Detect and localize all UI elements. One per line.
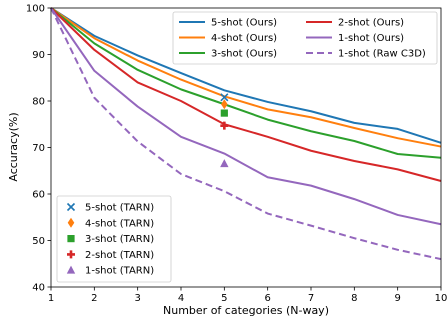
series-line-3-shot-ours	[50, 7, 442, 159]
legend-tarn: 5-shot (TARN) 4-shot (TARN) 3-shot (TARN) 2…	[56, 195, 172, 283]
legend-label-2-shot-ours: 2-shot (Ours)	[338, 18, 404, 29]
x-tick-label: 6	[264, 293, 270, 304]
x-tick-label: 9	[394, 293, 400, 304]
marker-5-shot-tarn-shape	[220, 93, 229, 102]
legend-marker-1-shot-tarn	[66, 265, 76, 274]
legend-marker-2-shot-tarn-shape	[67, 250, 75, 259]
marker-4-shot-tarn	[221, 99, 228, 110]
legend-label-4-shot-ours: 4-shot (Ours)	[211, 33, 277, 44]
legend-label-1-shot-tarn: 1-shot (TARN)	[85, 266, 154, 277]
legend-ours: 5-shot (Ours) 2-shot (Ours) 4-shot (Ours) 1…	[172, 11, 438, 65]
x-tick-label: 4	[178, 293, 184, 304]
x-tick-label: 10	[435, 293, 448, 304]
x-tick-label: 2	[91, 293, 97, 304]
legend-marker-3-shot-tarn-shape	[67, 235, 75, 243]
legend-marker-2-shot-tarn	[67, 250, 75, 259]
legend-marker-3-shot-tarn	[67, 235, 75, 243]
marker-2-shot-tarn-shape	[220, 121, 229, 130]
y-tick-label: 50	[32, 236, 45, 247]
legend-marker-1-shot-tarn-shape	[66, 265, 76, 274]
legend-marker-4-shot-tarn-shape	[67, 217, 75, 228]
x-tick-label: 7	[308, 293, 314, 304]
x-tick-label: 3	[134, 293, 140, 304]
x-axis-title: Number of categories (N-way)	[163, 304, 329, 317]
marker-3-shot-tarn-shape	[220, 109, 228, 117]
y-tick-label: 90	[32, 50, 45, 61]
x-tick-label: 8	[351, 293, 357, 304]
x-tick-label: 5	[221, 293, 227, 304]
legend-label-1-shot-raw-c3d: 1-shot (Raw C3D)	[338, 49, 426, 60]
y-tick-label: 80	[32, 97, 45, 108]
marker-4-shot-tarn-shape	[221, 99, 228, 110]
marker-1-shot-tarn-shape	[220, 159, 229, 168]
y-axis-title: Accuracy(%)	[7, 112, 20, 181]
series-line-1-shot-raw-c3d	[50, 7, 442, 261]
legend-label-4-shot-tarn: 4-shot (TARN)	[85, 218, 154, 229]
legend-label-2-shot-tarn: 2-shot (TARN)	[85, 250, 154, 261]
series-line-2-shot-ours	[50, 7, 442, 182]
marker-3-shot-tarn	[220, 109, 228, 117]
x-tick-label: 1	[48, 293, 54, 304]
x-axis: 1 2 3 4 5 6 7 8 9 10	[48, 287, 448, 304]
series-line-5-shot-ours	[50, 7, 442, 144]
y-tick-label: 40	[32, 283, 45, 294]
y-axis: 40 50 60 70 80 90 100	[26, 4, 51, 294]
y-tick-label: 100	[26, 4, 45, 15]
marker-1-shot-tarn	[220, 159, 229, 168]
marker-layer	[220, 93, 229, 168]
series-line-4-shot-ours	[50, 7, 442, 148]
marker-5-shot-tarn	[220, 93, 229, 102]
legend-marker-4-shot-tarn	[67, 217, 75, 228]
y-tick-label: 70	[32, 143, 45, 154]
legend-label-3-shot-tarn: 3-shot (TARN)	[85, 234, 154, 245]
legend-label-1-shot-ours: 1-shot (Ours)	[338, 33, 404, 44]
series-layer	[50, 7, 442, 261]
legend-label-3-shot-ours: 3-shot (Ours)	[211, 49, 277, 60]
series-line-1-shot-ours	[50, 7, 442, 226]
y-tick-label: 60	[32, 190, 45, 201]
legend-label-5-shot-ours: 5-shot (Ours)	[211, 18, 277, 29]
legend-label-5-shot-tarn: 5-shot (TARN)	[85, 203, 154, 214]
marker-2-shot-tarn	[220, 121, 229, 130]
legend-marker-5-shot-tarn-shape	[66, 202, 76, 212]
legend-tarn-frame	[56, 195, 172, 283]
legend-ours-frame	[172, 11, 438, 65]
legend-marker-5-shot-tarn	[66, 202, 76, 212]
